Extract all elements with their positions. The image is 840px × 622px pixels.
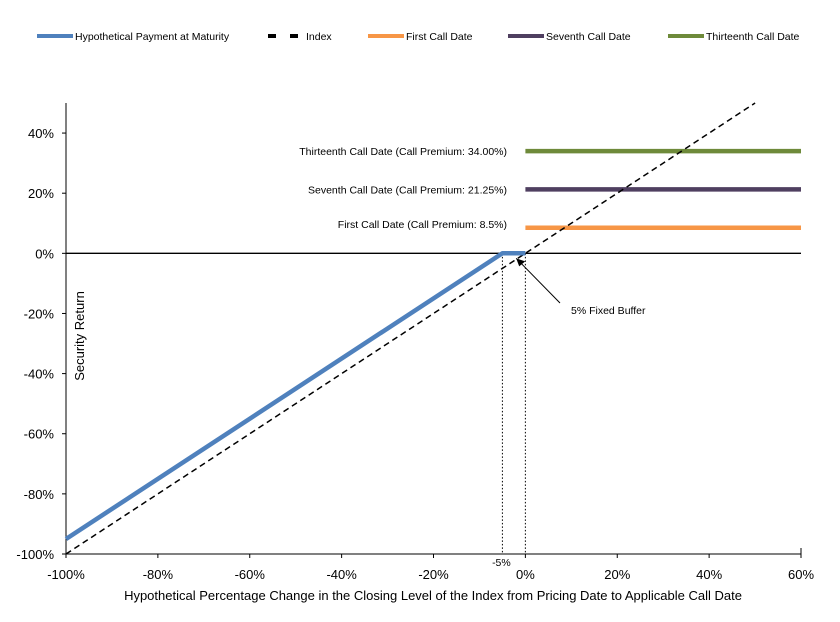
legend-item-first-call: First Call Date	[368, 31, 473, 43]
x-tick-label: -40%	[326, 567, 357, 582]
series-index	[65, 102, 756, 555]
x-tick-label: -80%	[143, 567, 174, 582]
y-tick-label: -20%	[24, 306, 55, 321]
y-tick-label: -100%	[16, 547, 54, 562]
y-tick-label: 20%	[28, 186, 54, 201]
buffer-marker-label: -5%	[492, 557, 511, 569]
plot-area: Thirteenth Call Date (Call Premium: 34.0…	[64, 102, 802, 569]
annotation-thirteenth: Thirteenth Call Date (Call Premium: 34.0…	[299, 146, 507, 158]
legend-label: Hypothetical Payment at Maturity	[75, 31, 230, 43]
y-tick-label: -60%	[24, 427, 55, 442]
legend-item-seventh-call: Seventh Call Date	[508, 31, 631, 43]
axis-ticks: -100% -80% -60% -40% -20% 0% 20% 40% -100% -80% -6…	[16, 126, 814, 582]
legend-item-index: Index	[268, 31, 332, 43]
x-tick-label: 20%	[604, 567, 630, 582]
annotation-buffer: 5% Fixed Buffer	[571, 305, 646, 317]
x-tick-label: 60%	[788, 567, 814, 582]
y-axis-title: Security Return	[72, 291, 87, 381]
x-tick-label: -20%	[418, 567, 449, 582]
buffer-arrow-line	[515, 257, 561, 304]
x-tick-label: -100%	[47, 567, 85, 582]
x-tick-label: -60%	[235, 567, 266, 582]
legend-item-thirteenth-call: Thirteenth Call Date	[668, 31, 800, 43]
x-axis-title: Hypothetical Percentage Change in the Cl…	[124, 588, 742, 603]
series-payment-at-maturity	[64, 251, 526, 541]
x-tick-label: 40%	[696, 567, 722, 582]
legend-label: Seventh Call Date	[546, 31, 631, 43]
annotation-seventh: Seventh Call Date (Call Premium: 21.25%)	[308, 184, 507, 196]
annotation-first: First Call Date (Call Premium: 8.5%)	[338, 219, 507, 231]
legend-label: Thirteenth Call Date	[706, 31, 800, 43]
legend: Hypothetical Payment at Maturity Index Fir…	[37, 31, 800, 43]
y-tick-label: -40%	[24, 367, 55, 382]
y-tick-label: -80%	[24, 487, 55, 502]
legend-label: Index	[306, 31, 332, 43]
legend-label: First Call Date	[406, 31, 473, 43]
y-tick-label: 0%	[35, 246, 54, 261]
buffer-arrow-head	[516, 258, 526, 267]
x-tick-label: 0%	[516, 567, 535, 582]
y-tick-label: 40%	[28, 126, 54, 141]
legend-item-payment-at-maturity: Hypothetical Payment at Maturity	[37, 31, 230, 43]
